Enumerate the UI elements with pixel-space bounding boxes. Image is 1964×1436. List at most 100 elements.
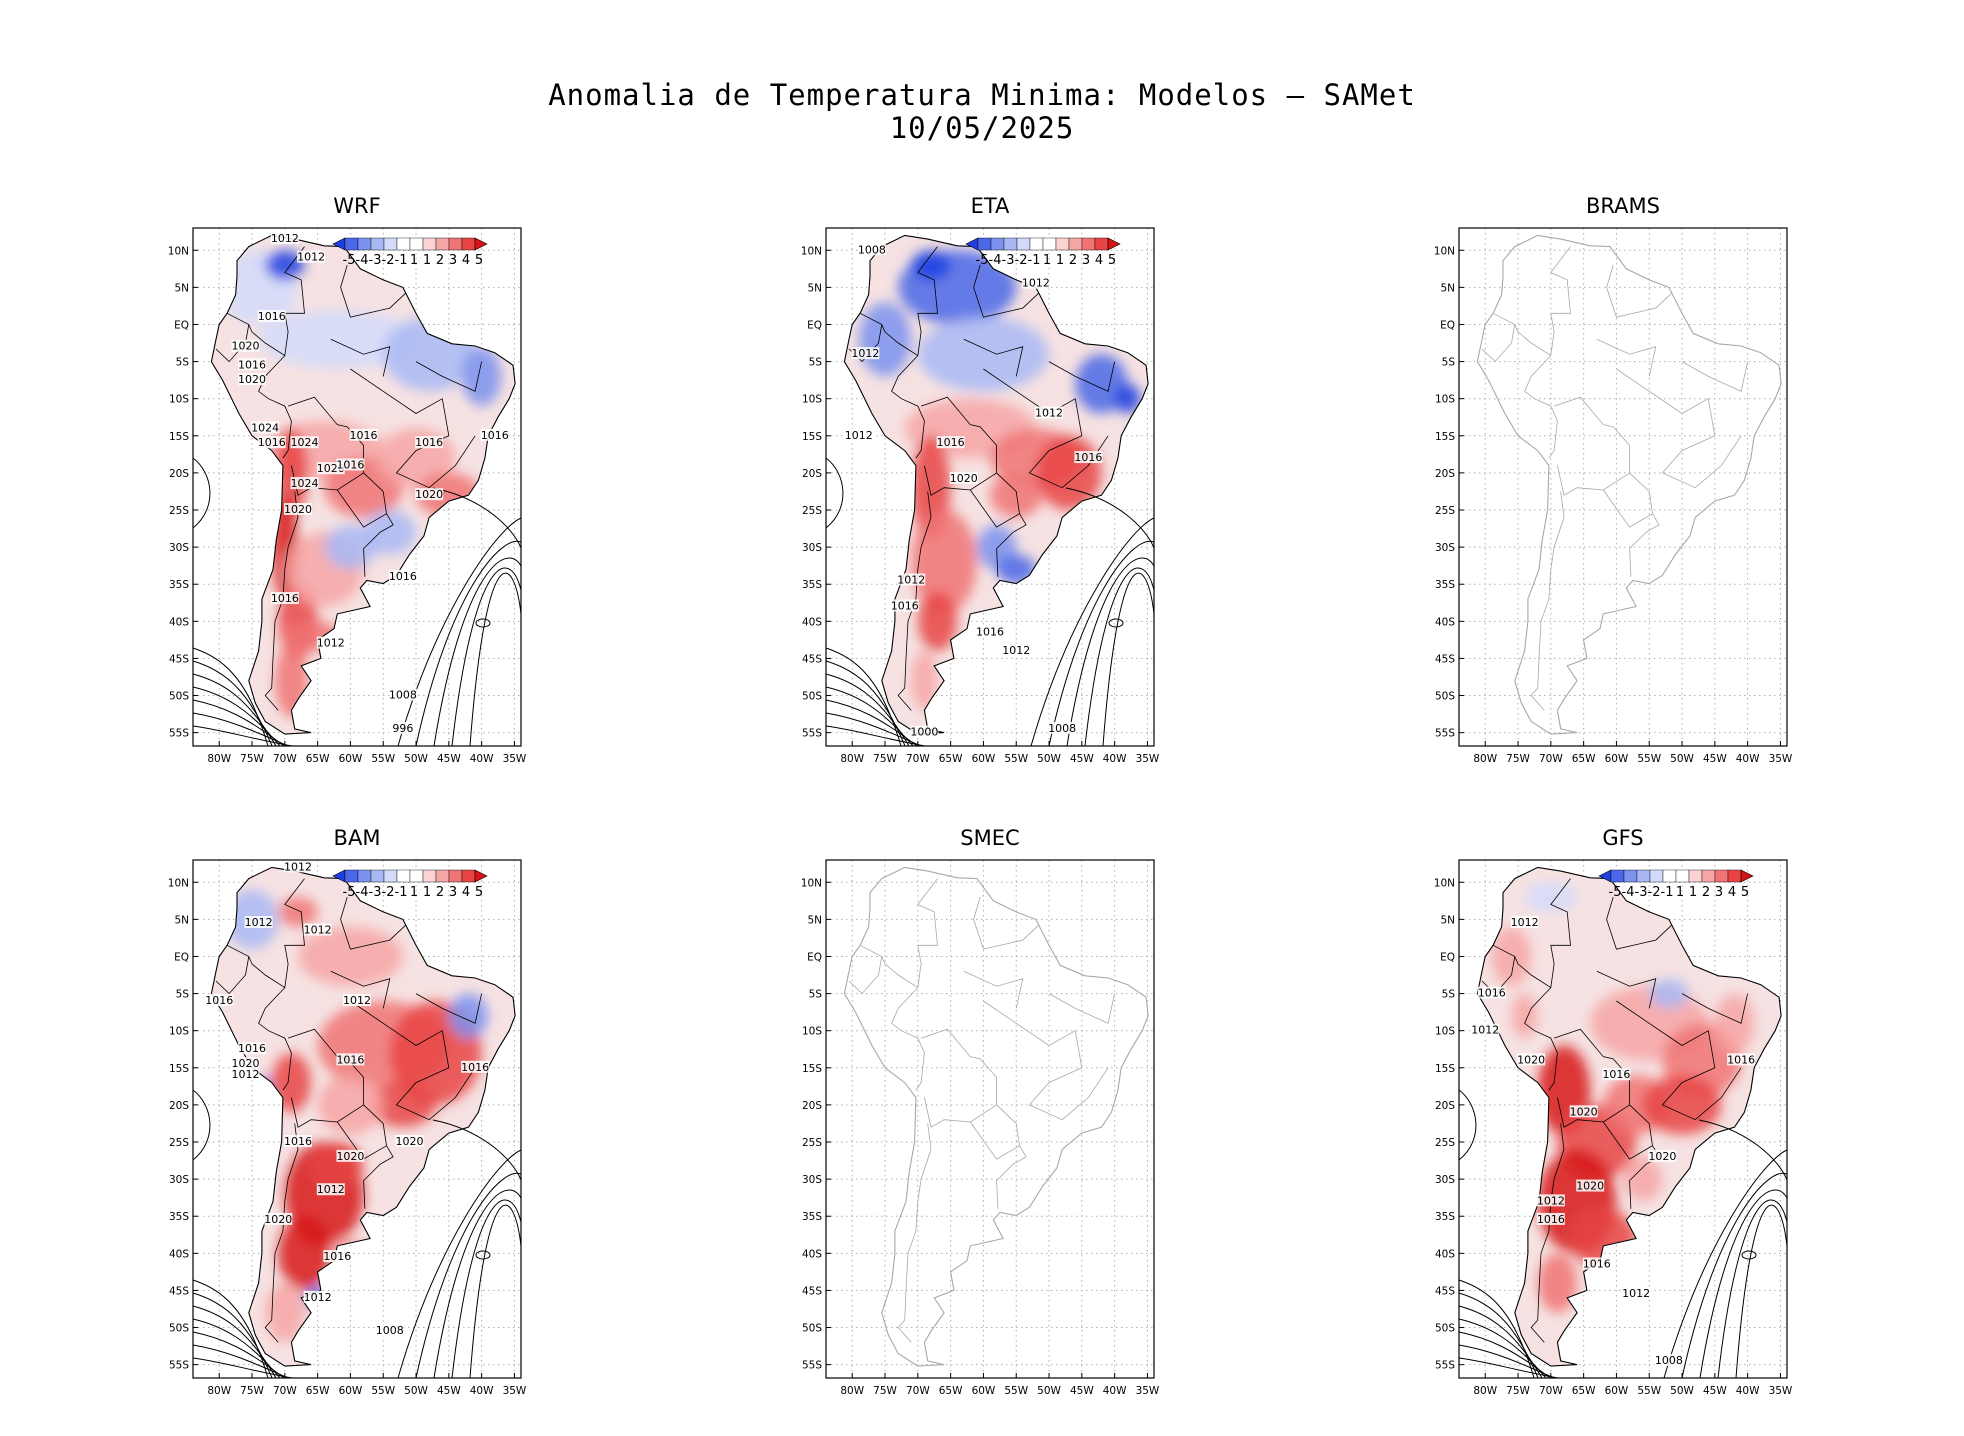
isobar-label: 1012 bbox=[317, 1183, 345, 1196]
colorbar-swatch bbox=[436, 238, 449, 250]
lon-tick-label: 65W bbox=[306, 1385, 330, 1397]
map-frame: 10N 5N EQ 5S 10S 15S 20S 25S 30S 35S 40S 45S 50S 55S 8… bbox=[826, 860, 1154, 1408]
isobar-label: 1012 bbox=[245, 916, 273, 929]
colorbar-swatch bbox=[1069, 238, 1082, 250]
lat-tick-label: EQ bbox=[1440, 951, 1455, 963]
isobar-label: 1020 bbox=[264, 1213, 292, 1226]
isobar-label: 1012 bbox=[1622, 1287, 1650, 1300]
lat-tick-label: EQ bbox=[174, 319, 189, 331]
colorbar-swatch bbox=[449, 870, 462, 882]
anomaly-region bbox=[324, 525, 376, 570]
isobar-label: 996 bbox=[392, 722, 413, 735]
lat-tick-label: 50S bbox=[802, 1323, 822, 1335]
anomaly-region bbox=[275, 644, 308, 718]
lat-tick-label: 55S bbox=[1435, 728, 1455, 740]
colorbar-swatch bbox=[978, 238, 991, 250]
lat-tick-label: 5S bbox=[809, 989, 823, 1001]
isobar-label: 1012 bbox=[1537, 1194, 1565, 1207]
colorbar-label: -4 bbox=[989, 253, 1002, 268]
colorbar-label: 1 bbox=[1043, 253, 1051, 268]
colorbar-label: 1 bbox=[410, 253, 418, 268]
lon-tick-label: 75W bbox=[240, 753, 264, 765]
anomaly-region bbox=[1115, 384, 1141, 414]
anomaly-region bbox=[259, 1075, 272, 1164]
colorbar-label: 3 bbox=[1082, 253, 1090, 268]
lat-tick-label: 10N bbox=[168, 245, 189, 257]
anomaly-region bbox=[918, 317, 1049, 391]
lat-tick-label: 15S bbox=[802, 431, 822, 443]
lon-tick-label: 65W bbox=[939, 753, 963, 765]
map-frame: 10N 5N EQ 5S 10S 15S 20S 25S 30S 35S 40S 45S 50S 55S 8… bbox=[1459, 228, 1787, 776]
gridlines bbox=[826, 860, 1154, 1378]
colorbar-label: 1 bbox=[1056, 253, 1064, 268]
lat-tick-label: 30S bbox=[802, 542, 822, 554]
lon-tick-label: 70W bbox=[273, 1385, 297, 1397]
isobar-label: 1016 bbox=[481, 429, 509, 442]
anomaly-region bbox=[449, 994, 488, 1039]
lon-tick-label: 60W bbox=[972, 1385, 996, 1397]
colorbar-label: 5 bbox=[475, 885, 483, 900]
gridlines bbox=[1459, 228, 1787, 746]
colorbar-label: 1 bbox=[423, 253, 431, 268]
anomaly-region bbox=[265, 1283, 304, 1342]
map-frame: 1012 1016 1012 1020 1016 1016 1020 1020 1020 1012… bbox=[1459, 860, 1787, 1408]
lat-tick-label: 40S bbox=[169, 616, 189, 628]
colorbar-label: -1 bbox=[395, 885, 408, 900]
isobar-label: 1016 bbox=[323, 1250, 351, 1263]
colorbar-swatch bbox=[1624, 870, 1637, 882]
colorbar-label: 1 bbox=[410, 885, 418, 900]
lat-tick-label: 10S bbox=[802, 1026, 822, 1038]
anomaly-region bbox=[318, 1075, 384, 1134]
isobar-label: 1012 bbox=[297, 251, 325, 264]
isobar-label: 1020 bbox=[238, 373, 266, 386]
colorbar-swatch bbox=[345, 870, 358, 882]
lon-tick-label: 80W bbox=[1473, 1385, 1497, 1397]
lat-tick-label: EQ bbox=[174, 951, 189, 963]
lon-tick-label: 55W bbox=[1004, 753, 1028, 765]
lat-tick-label: 10S bbox=[1435, 394, 1455, 406]
anomaly-region bbox=[990, 473, 1042, 518]
lat-tick-label: 5S bbox=[1442, 357, 1456, 369]
isobar-label: 1012 bbox=[343, 994, 371, 1007]
lat-tick-label: 50S bbox=[169, 1323, 189, 1335]
lat-tick-label: 10S bbox=[1435, 1026, 1455, 1038]
anomaly-region bbox=[1525, 882, 1577, 912]
lat-tick-label: 25S bbox=[169, 1137, 189, 1149]
colorbar-label: 5 bbox=[475, 253, 483, 268]
lon-tick-label: 80W bbox=[207, 753, 231, 765]
lon-tick-label: 40W bbox=[1736, 1385, 1760, 1397]
lat-tick-label: 50S bbox=[1435, 691, 1455, 703]
lat-tick-label: 5N bbox=[807, 282, 822, 294]
colorbar-swatch bbox=[1095, 238, 1108, 250]
lat-tick-label: 40S bbox=[1435, 616, 1455, 628]
isobar-label: 1020 bbox=[950, 472, 978, 485]
lat-tick-label: 10N bbox=[801, 877, 822, 889]
lon-tick-label: 45W bbox=[437, 1385, 461, 1397]
lat-tick-label: 30S bbox=[1435, 1174, 1455, 1186]
isobar-label: 1012 bbox=[317, 637, 345, 650]
colorbar-label: 2 bbox=[436, 885, 444, 900]
lon-tick-label: 60W bbox=[339, 1385, 363, 1397]
lat-tick-label: 40S bbox=[802, 1248, 822, 1260]
lon-tick-label: 40W bbox=[1103, 753, 1127, 765]
isobar-label: 1008 bbox=[858, 243, 886, 256]
lon-tick-label: 50W bbox=[404, 753, 428, 765]
isobar-label: 1024 bbox=[291, 477, 319, 490]
isobar-label: 1016 bbox=[461, 1061, 489, 1074]
colorbar-label: -5 bbox=[1609, 885, 1622, 900]
lon-tick-label: 45W bbox=[1070, 1385, 1094, 1397]
lat-tick-label: 10S bbox=[169, 394, 189, 406]
lat-tick-label: 15S bbox=[1435, 431, 1455, 443]
lon-tick-label: 35W bbox=[1769, 753, 1793, 765]
lat-tick-label: 45S bbox=[802, 653, 822, 665]
isobar-label: 1012 bbox=[1022, 277, 1050, 290]
colorbar-label: -2 bbox=[382, 885, 395, 900]
lon-tick-label: 55W bbox=[371, 753, 395, 765]
coastline bbox=[1477, 235, 1781, 734]
country-borders bbox=[849, 879, 1115, 1343]
lat-tick-label: 25S bbox=[802, 505, 822, 517]
lat-tick-label: 40S bbox=[169, 1248, 189, 1260]
lat-tick-label: 20S bbox=[169, 1100, 189, 1112]
lon-tick-label: 70W bbox=[1539, 753, 1563, 765]
colorbar: -5 -4 -3 -2 -1 1 1 2 3 4 5 bbox=[966, 238, 1120, 268]
